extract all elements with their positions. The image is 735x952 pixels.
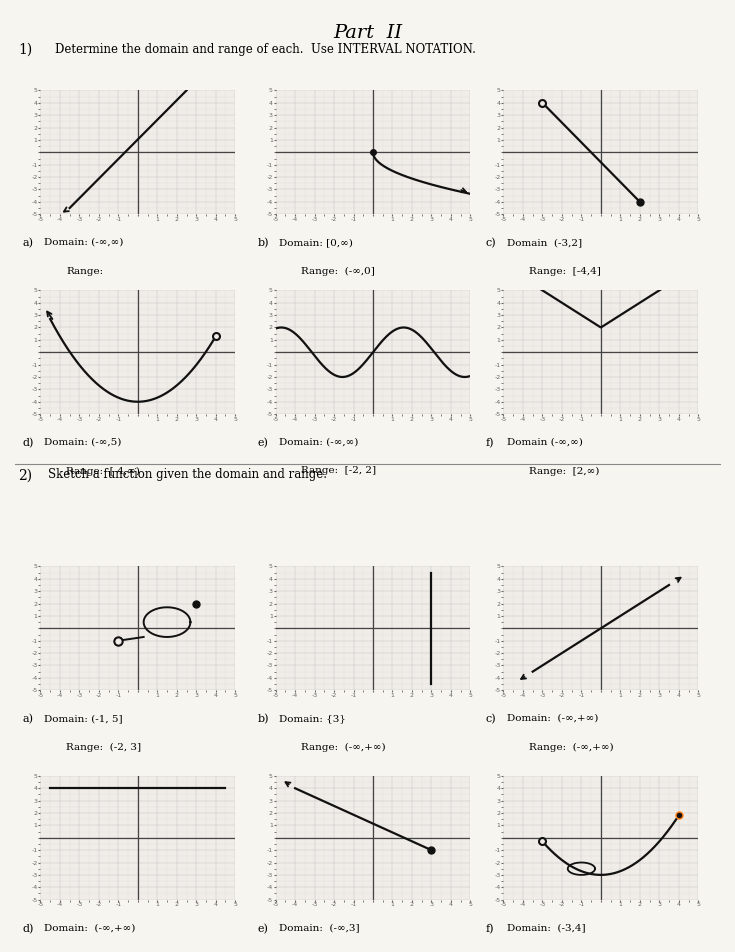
Text: Domain: {3}: Domain: {3} [279,714,346,723]
Text: d): d) [22,438,33,448]
Text: b): b) [257,238,269,248]
Text: 1): 1) [18,43,32,57]
Text: Range:  [-2, 2]: Range: [-2, 2] [301,466,376,475]
Text: c): c) [485,238,495,248]
Text: Range:  [-4,∞): Range: [-4,∞) [66,466,140,476]
Text: a): a) [22,714,33,724]
Text: Determine the domain and range of each.  Use INTERVAL NOTATION.: Determine the domain and range of each. … [55,43,476,56]
Text: Range:  [-4,4]: Range: [-4,4] [529,267,601,275]
Text: Domain:  (-3,4]: Domain: (-3,4] [507,923,586,932]
Text: Domain: (-∞,5): Domain: (-∞,5) [44,438,121,446]
Text: d): d) [22,923,33,934]
Text: e): e) [257,438,268,448]
Text: Range:  (-∞,+∞): Range: (-∞,+∞) [301,743,386,752]
Text: Domain  (-3,2]: Domain (-3,2] [507,238,582,247]
Text: Range:  (-∞,0]: Range: (-∞,0] [301,267,376,276]
Text: Domain: (-1, 5]: Domain: (-1, 5] [44,714,123,723]
Text: Domain:  (-∞,+∞): Domain: (-∞,+∞) [507,714,598,723]
Text: f): f) [485,923,494,934]
Text: Range:: Range: [66,267,104,275]
Text: Domain:  (-∞,+∞): Domain: (-∞,+∞) [44,923,135,932]
Text: b): b) [257,714,269,724]
Text: a): a) [22,238,33,248]
Text: Domain:  (-∞,3]: Domain: (-∞,3] [279,923,360,932]
Text: Part  II: Part II [333,24,402,42]
Text: c): c) [485,714,495,724]
Text: e): e) [257,923,268,934]
Text: Domain (-∞,∞): Domain (-∞,∞) [507,438,583,446]
Text: Range:  [2,∞): Range: [2,∞) [529,466,600,476]
Text: Sketch a function given the domain and range.: Sketch a function given the domain and r… [48,468,327,482]
Text: Domain: (-∞,∞): Domain: (-∞,∞) [279,438,359,446]
Text: Domain: (-∞,∞): Domain: (-∞,∞) [44,238,123,247]
Text: Range:  (-2, 3]: Range: (-2, 3] [66,743,141,752]
Text: f): f) [485,438,494,448]
Text: Range:  (-∞,+∞): Range: (-∞,+∞) [529,743,614,752]
Text: 2): 2) [18,468,32,483]
Text: Domain: [0,∞): Domain: [0,∞) [279,238,354,247]
